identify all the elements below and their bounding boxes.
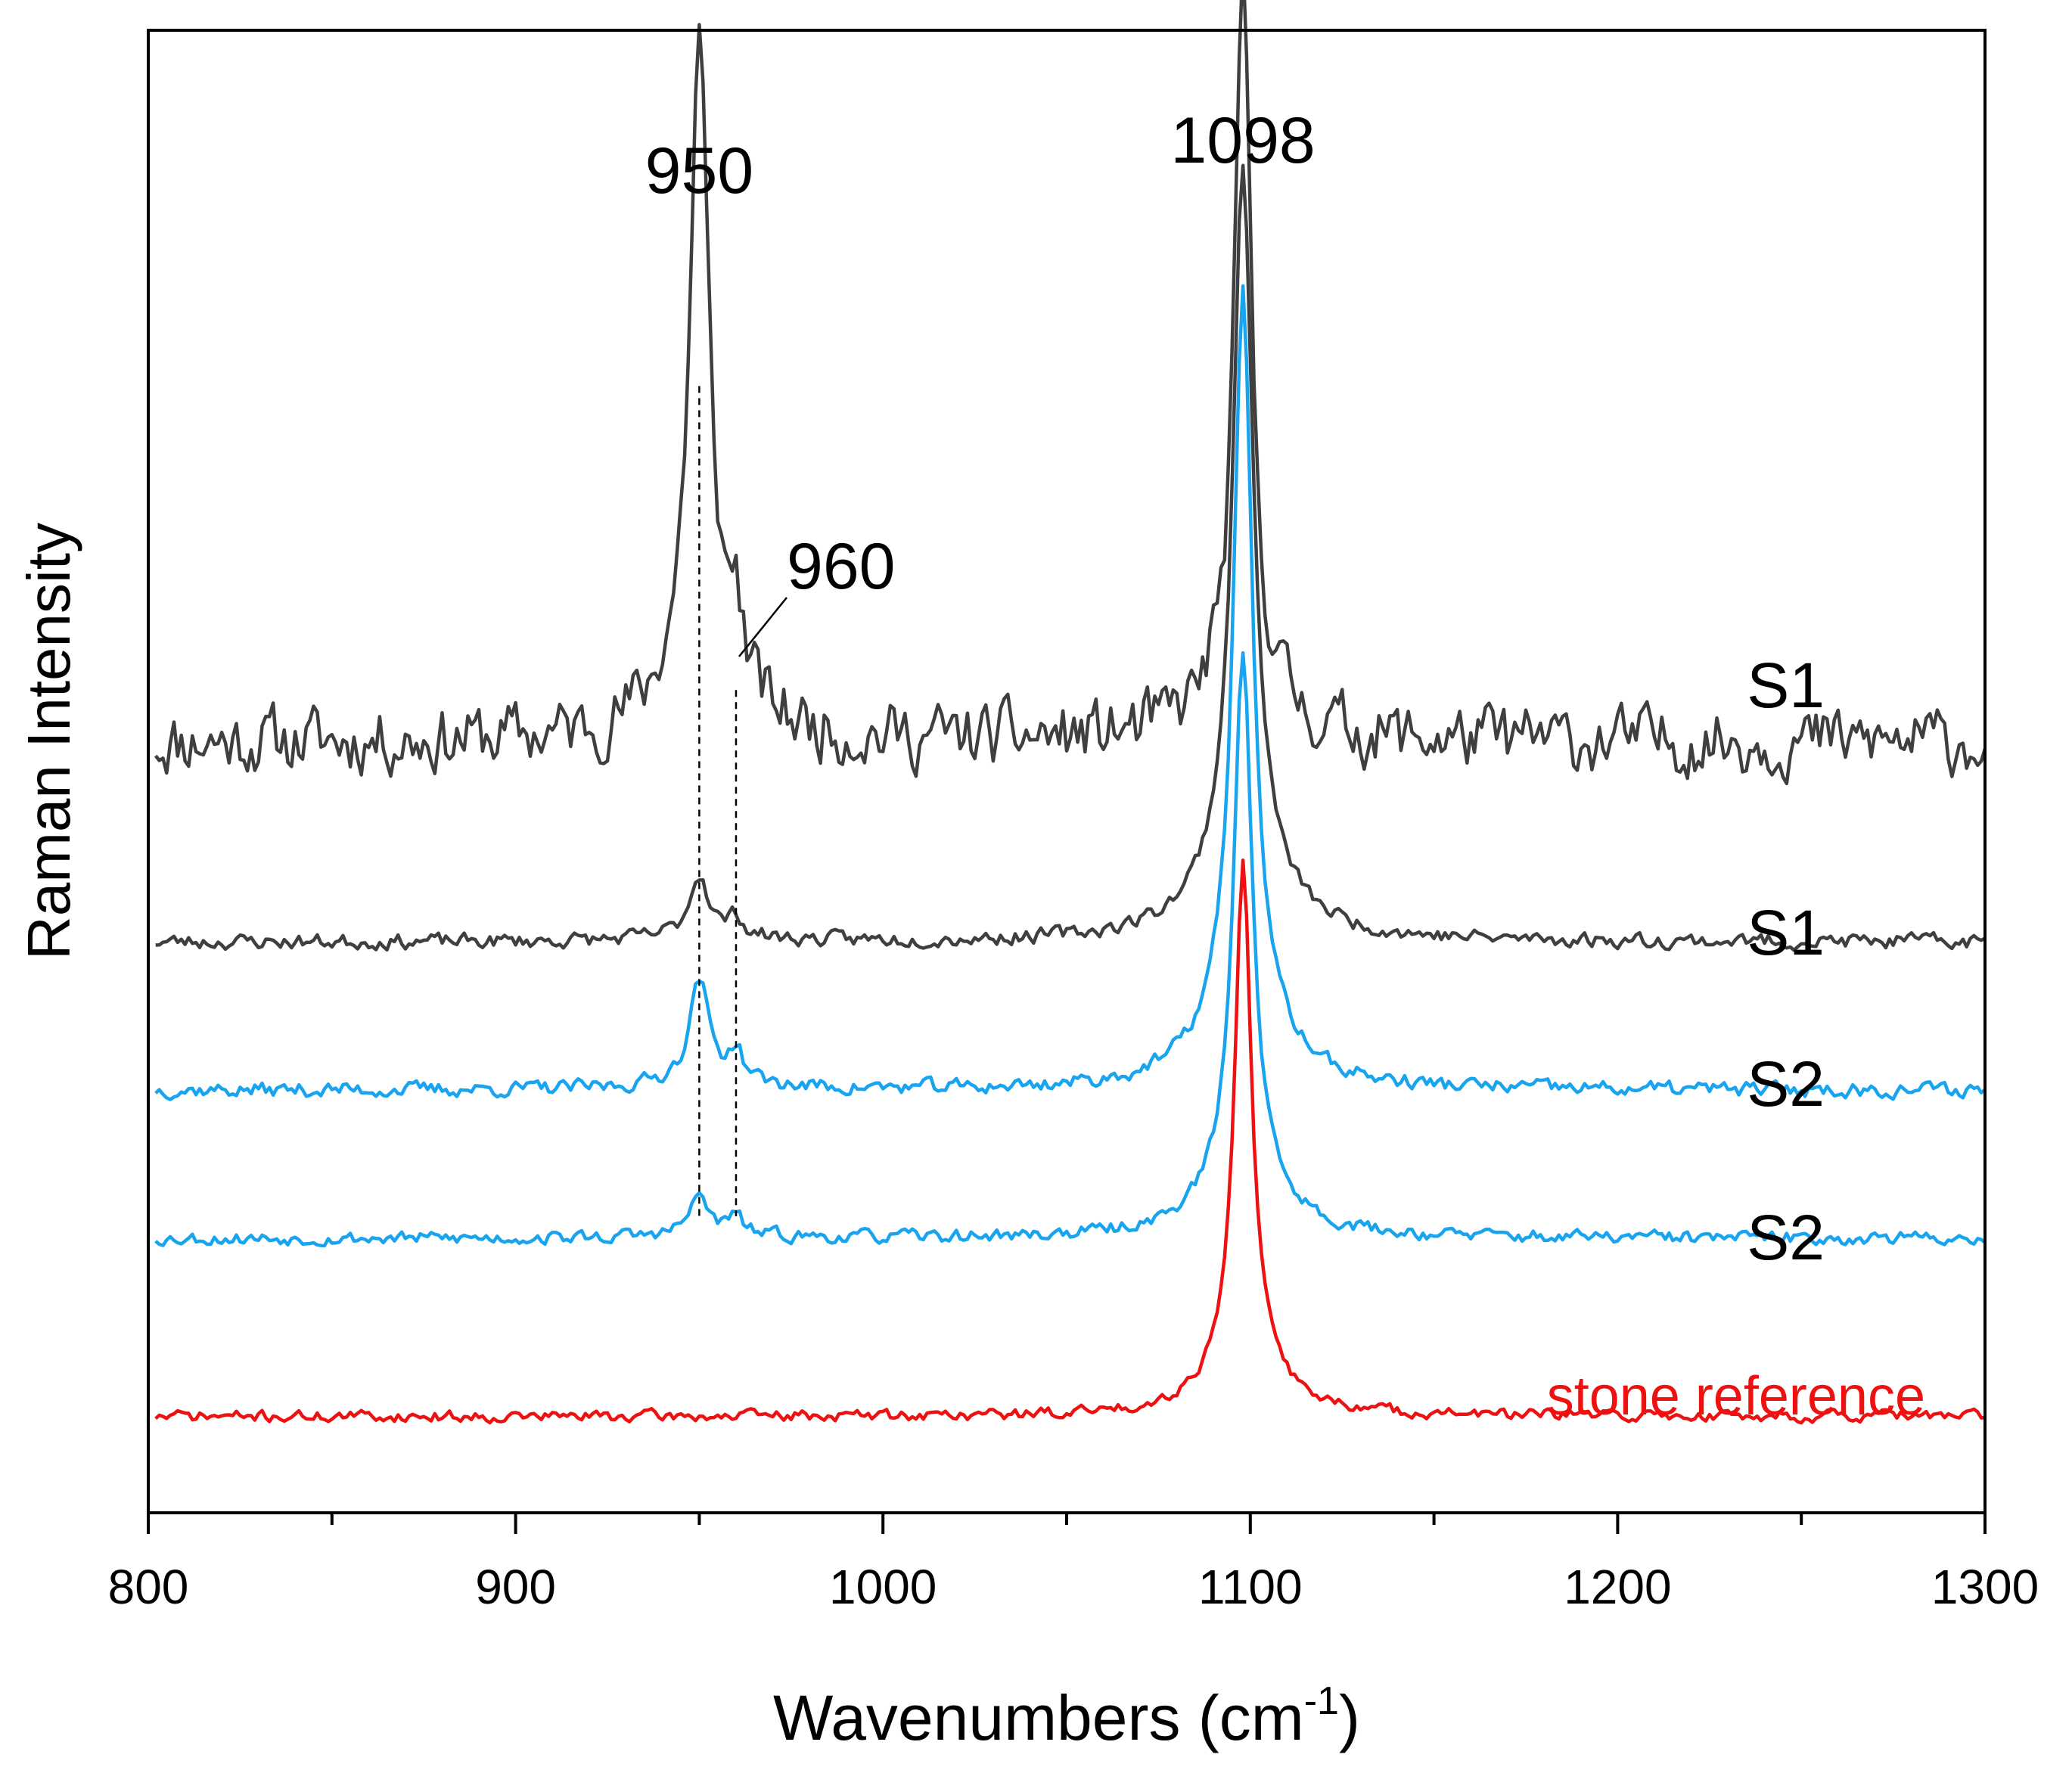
series-label-s2: S2 <box>1747 1202 1825 1273</box>
x-tick-label-1200: 1200 <box>1564 1560 1671 1614</box>
series-label-stone-reference: stone reference <box>1547 1366 1925 1427</box>
peak-label-960-leader <box>738 597 787 657</box>
series-label-s1: S1 <box>1747 897 1825 968</box>
series-line-1 <box>154 0 1987 786</box>
x-axis-title-main: Wavenumbers (cm <box>773 1682 1304 1753</box>
reference-lines <box>698 386 738 1216</box>
x-tick-label-900: 900 <box>475 1560 556 1614</box>
series-label-s2-top: S2 <box>1747 1048 1825 1119</box>
series-layer <box>154 0 1987 1425</box>
series-line-3 <box>154 284 1987 1101</box>
x-axis-title-close: ) <box>1339 1682 1360 1753</box>
x-axis-title: Wavenumbers (cm-1) <box>773 1679 1360 1753</box>
x-tick-label-1300: 1300 <box>1931 1560 2039 1614</box>
x-tick-label-1000: 1000 <box>829 1560 937 1614</box>
series-line-2 <box>155 163 1987 952</box>
y-axis-title: Raman Intensity <box>15 523 82 960</box>
series-label-s1-top: S1 <box>1747 650 1825 721</box>
plot-frame <box>147 29 1987 1514</box>
peak-label-960: 960 <box>787 530 896 603</box>
peak-label-1098: 1098 <box>1170 104 1315 177</box>
x-axis-title-superscript: -1 <box>1304 1679 1339 1723</box>
series-line-4 <box>154 651 1987 1248</box>
x-tick-label-800: 800 <box>108 1560 189 1614</box>
x-tick-label-1100: 1100 <box>1198 1560 1303 1614</box>
peak-label-950: 950 <box>645 135 754 207</box>
x-axis-ticks: 800 900 1000 1100 1200 1300 <box>108 1513 2039 1614</box>
series-line-5 <box>154 858 1986 1425</box>
